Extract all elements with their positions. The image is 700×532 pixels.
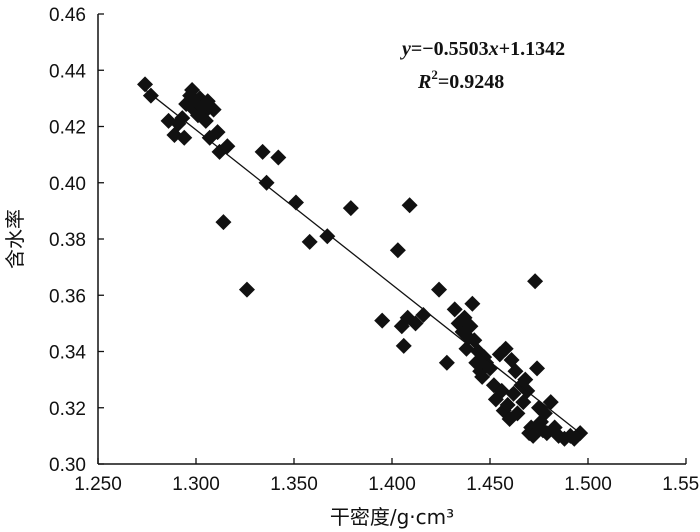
plot-frame	[97, 14, 686, 465]
data-point	[464, 295, 481, 312]
data-point	[493, 382, 510, 399]
data-point	[431, 281, 448, 298]
equation-coefficient: =−0.5503	[411, 38, 489, 60]
y-tick-label: 0.30	[49, 455, 86, 476]
data-point	[137, 76, 154, 93]
data-point	[509, 405, 526, 422]
data-point	[507, 363, 524, 380]
data-point	[219, 138, 236, 155]
data-point	[458, 340, 475, 357]
x-tick-label: 1.550	[662, 474, 700, 495]
data-point	[407, 315, 424, 332]
y-tick-label: 0.32	[49, 399, 86, 420]
r-squared-value: =0.9248	[438, 71, 504, 93]
data-point	[301, 233, 318, 250]
y-tick-label: 0.46	[49, 5, 86, 26]
y-axis-title: 含水率	[3, 209, 27, 269]
x-tick-label: 1.400	[368, 474, 416, 495]
data-point	[176, 129, 193, 146]
data-point	[215, 214, 232, 231]
y-tick-label: 0.42	[49, 118, 86, 139]
data-point	[462, 318, 479, 335]
x-tick-label: 1.450	[466, 474, 514, 495]
r-letter: R	[417, 71, 431, 93]
equation-x: x	[488, 38, 499, 60]
data-point	[254, 143, 271, 160]
x-tick-label: 1.250	[74, 474, 122, 495]
data-point	[527, 273, 544, 290]
data-point	[238, 281, 255, 298]
data-point	[374, 312, 391, 329]
data-point	[499, 396, 516, 413]
data-point	[536, 405, 553, 422]
data-point	[258, 174, 275, 191]
data-points	[137, 76, 589, 447]
equation-intercept: +1.1342	[499, 38, 565, 60]
data-point	[401, 197, 418, 214]
data-point	[270, 149, 287, 166]
x-axis-ticks: 1.250 1.300 1.350 1.400 1.450 1.500 1.550	[74, 458, 700, 495]
data-point	[529, 360, 546, 377]
data-point	[474, 368, 491, 385]
y-tick-label: 0.40	[49, 174, 86, 195]
y-tick-label: 0.34	[49, 343, 86, 364]
data-point	[497, 340, 514, 357]
data-point	[505, 385, 522, 402]
r-squared-label: R2=0.9248	[417, 67, 504, 93]
x-tick-label: 1.350	[270, 474, 318, 495]
r-superscript: 2	[431, 67, 438, 82]
data-point	[197, 112, 214, 129]
data-point	[205, 101, 222, 118]
y-tick-label: 0.44	[49, 61, 86, 82]
data-point	[438, 354, 455, 371]
data-point	[319, 228, 336, 245]
x-tick-label: 1.500	[564, 474, 612, 495]
x-tick-label: 1.300	[172, 474, 220, 495]
y-tick-label: 0.36	[49, 286, 86, 307]
data-point	[395, 337, 412, 354]
x-axis-title: 干密度/g·cm³	[330, 505, 454, 529]
regression-equation: y=−0.5503x+1.1342	[400, 38, 565, 60]
data-point	[342, 200, 359, 217]
data-point	[446, 301, 463, 318]
y-axis-ticks: 0.30 0.32 0.34 0.36 0.38 0.40 0.42 0.44 0.46	[49, 5, 104, 476]
data-point	[517, 371, 534, 388]
data-point	[209, 124, 226, 141]
data-point	[389, 242, 406, 259]
y-tick-label: 0.38	[49, 230, 86, 251]
equation-y: y	[400, 38, 411, 60]
trend-line	[142, 87, 583, 436]
data-point	[415, 306, 432, 323]
